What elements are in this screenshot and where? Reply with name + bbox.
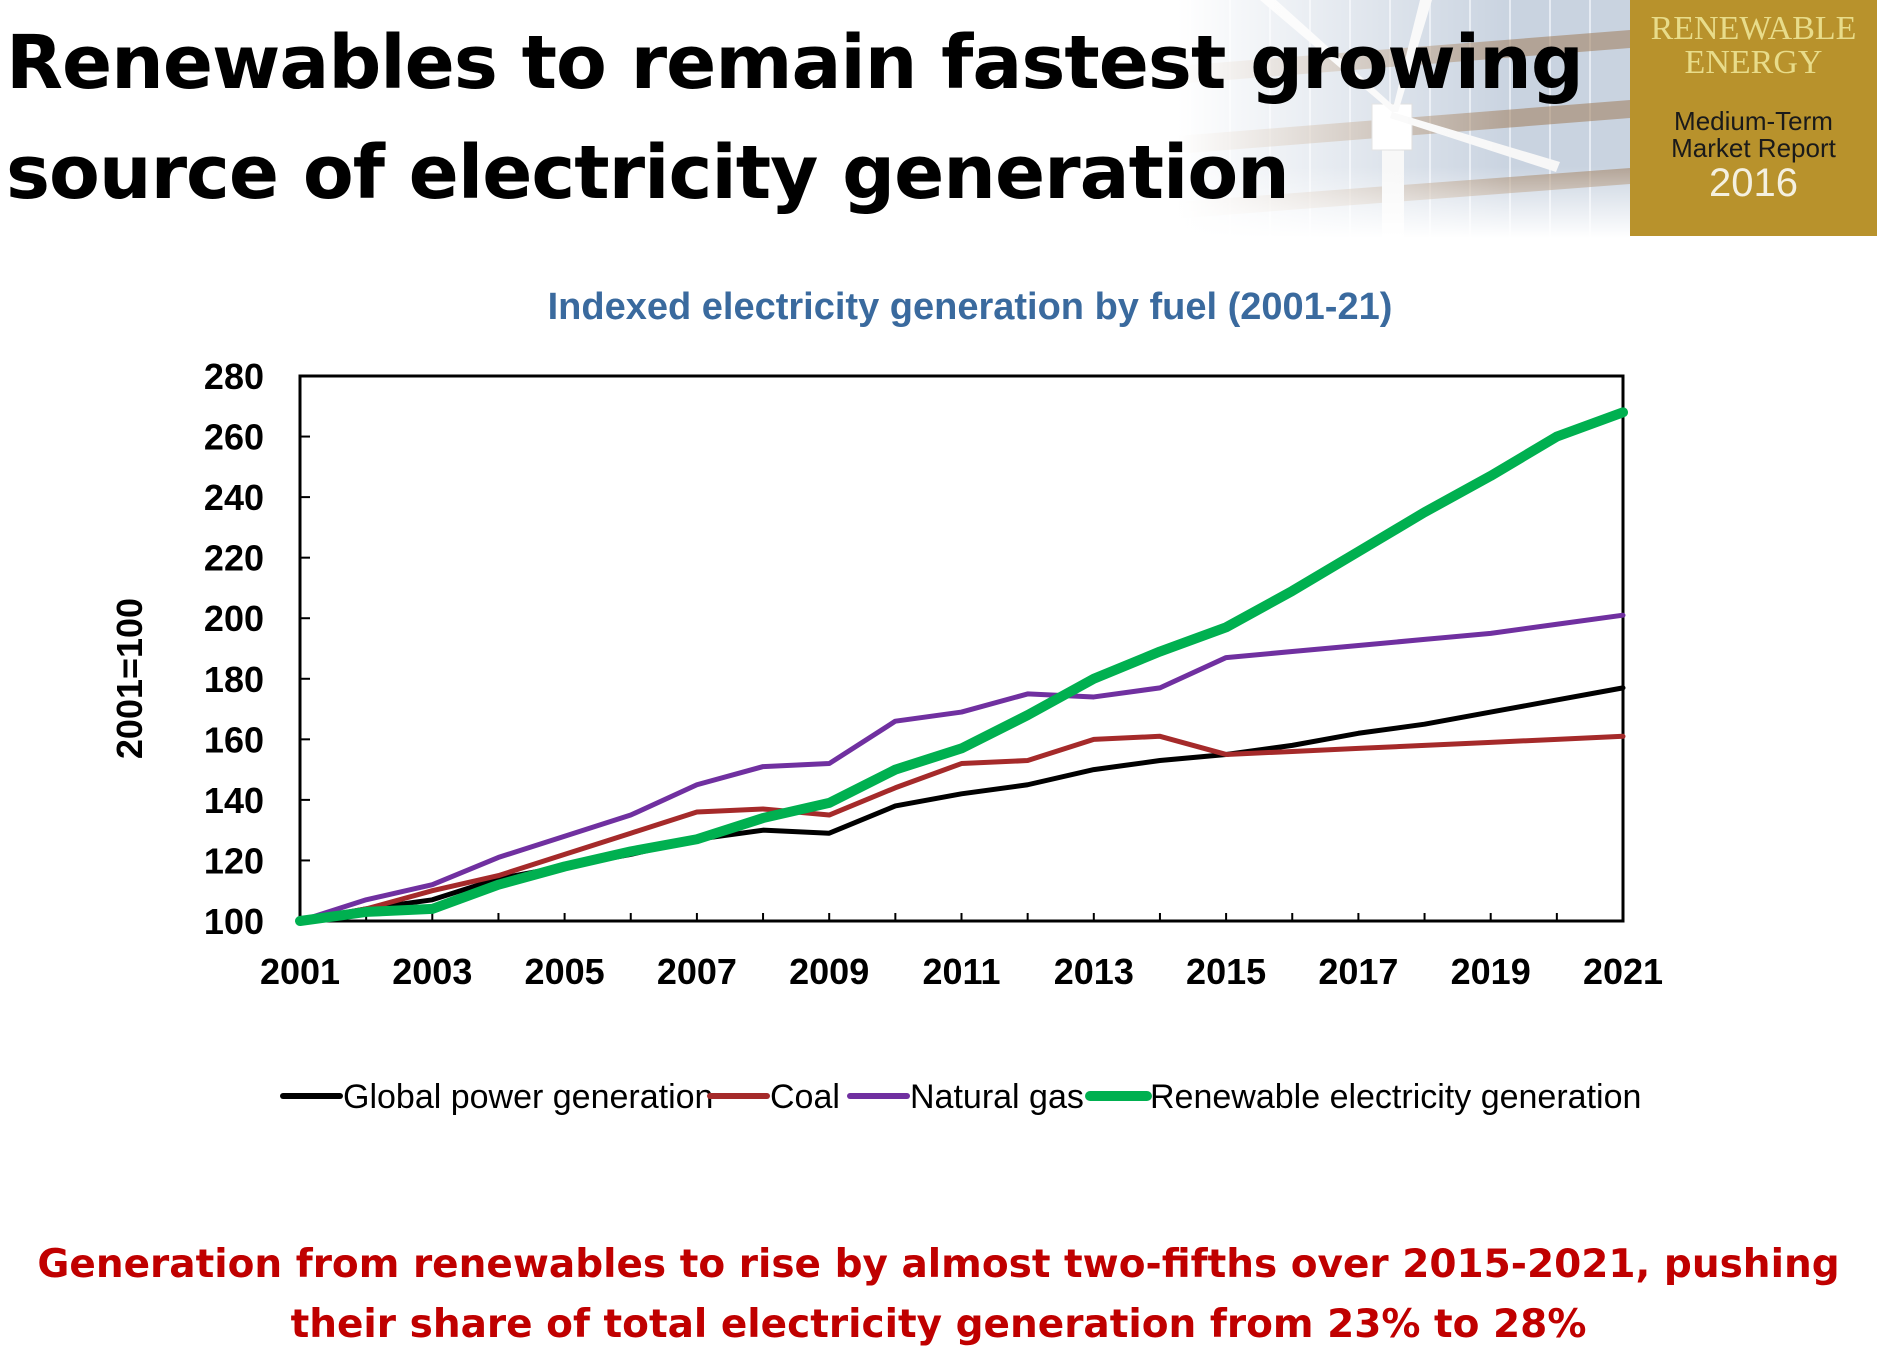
report-badge: RENEWABLE ENERGY Medium-Term Market Repo… — [1630, 0, 1877, 236]
x-tick-label: 2003 — [392, 951, 472, 992]
series-line-coal — [297, 733, 1626, 924]
x-tick-label: 2021 — [1583, 951, 1663, 992]
badge-line5: 2016 — [1709, 161, 1798, 205]
x-tick-label: 2001 — [260, 951, 340, 992]
x-tick-label: 2015 — [1186, 951, 1266, 992]
y-tick-label: 160 — [204, 719, 264, 760]
chart-title: Indexed electricity generation by fuel (… — [547, 286, 1393, 328]
line-chart: 2001 2003 2005 2007 2009 2011 2013 2015 2017 2019… — [109, 356, 1663, 1116]
footer-summary: Generation from renewables to rise by al… — [37, 1242, 1840, 1347]
x-tick-label: 2013 — [1054, 951, 1134, 992]
y-tick-label: 140 — [204, 780, 264, 821]
plot-area — [298, 374, 1625, 923]
legend-label: Coal — [770, 1078, 840, 1116]
x-tick-label: 2005 — [525, 951, 605, 992]
x-tick-label: 2019 — [1451, 951, 1531, 992]
y-tick-label: 220 — [204, 538, 264, 579]
x-tick-label: 2007 — [657, 951, 737, 992]
x-tick-label: 2017 — [1318, 951, 1398, 992]
series-line-renewable-electricity-generation — [295, 407, 1628, 926]
x-tick-label: 2009 — [789, 951, 869, 992]
x-tick-label: 2011 — [922, 951, 1000, 992]
y-tick-label: 240 — [204, 477, 264, 518]
series-line-natural-gas — [297, 612, 1626, 924]
badge-line4: Market Report — [1671, 133, 1836, 163]
legend-label: Natural gas — [910, 1078, 1084, 1116]
badge-line1: RENEWABLE — [1650, 10, 1857, 47]
legend-label: Renewable electricity generation — [1150, 1078, 1641, 1116]
badge-line3: Medium-Term — [1674, 106, 1833, 136]
y-tick-label: 260 — [204, 417, 264, 458]
solar-panel-image — [850, 0, 1630, 238]
y-tick-label: 280 — [204, 356, 264, 397]
y-tick-label: 180 — [204, 659, 264, 700]
badge-line2: ENERGY — [1684, 44, 1823, 81]
banner-background-image — [850, 0, 1630, 238]
legend-label: Global power generation — [343, 1078, 713, 1116]
y-tick-label: 120 — [204, 840, 264, 881]
header-banner: Renewables to remain fastest growing sou… — [0, 0, 1877, 238]
slide-title: Renewables to remain fastest growing sou… — [6, 20, 1584, 216]
y-axis-label: 2001=100 — [109, 598, 150, 759]
y-tick-label: 200 — [204, 598, 264, 639]
y-tick-label: 100 — [204, 901, 264, 942]
